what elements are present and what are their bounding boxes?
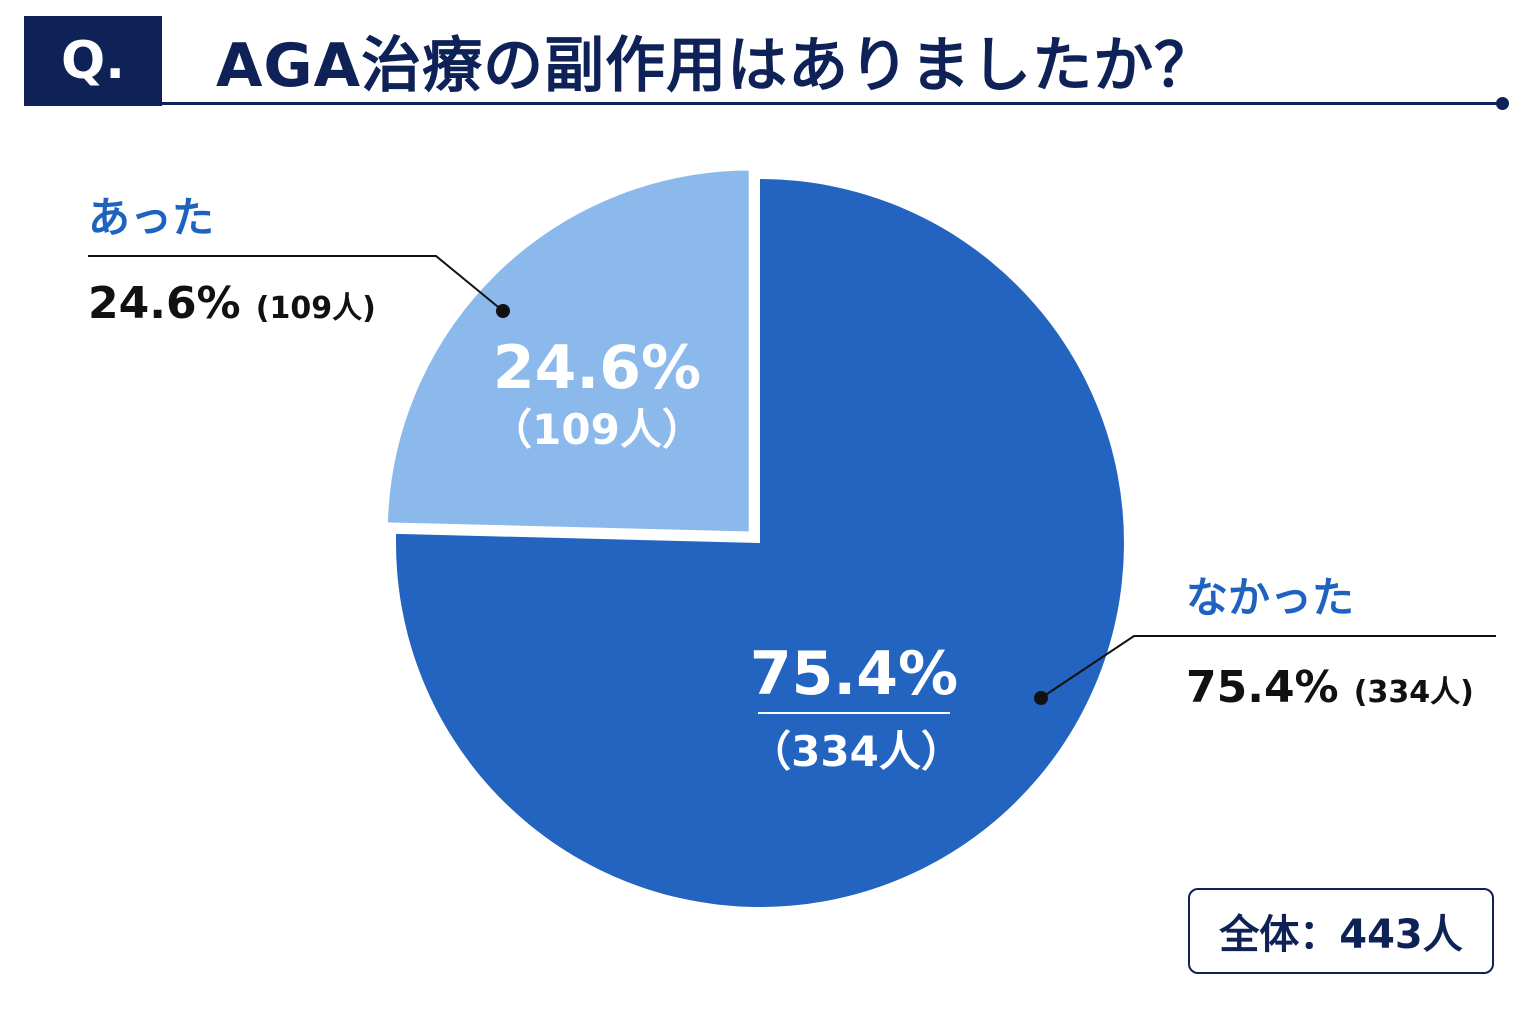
- callout-value-nakatta: 75.4% (334人): [1186, 662, 1474, 713]
- callout-value-atta: 24.6% (109人): [88, 278, 376, 329]
- callout-leader-atta: [88, 255, 504, 312]
- inner-value-label-atta: 24.6%: [493, 333, 701, 403]
- callout-leader-nakatta: [1040, 635, 1496, 699]
- page-title: AGA治療の副作用はありましたか？: [216, 30, 1216, 101]
- callout-dot-nakatta: [1034, 691, 1048, 705]
- callout-category-atta: あった: [88, 193, 214, 242]
- pie-slice-atta: [384, 167, 752, 535]
- pie-slice-nakatta: [396, 179, 1124, 907]
- inner-count-label-nakatta: （334人）: [749, 727, 963, 776]
- question-badge: Q.: [24, 16, 162, 106]
- callout-category-nakatta: なかった: [1186, 573, 1354, 622]
- inner-count-label-atta: （109人）: [490, 405, 704, 454]
- pie-slices: [384, 167, 1124, 907]
- total-respondents-box: 全体：443人: [1188, 888, 1494, 974]
- callout-dot-atta: [496, 304, 510, 318]
- title-underline-end-dot: [1496, 97, 1509, 110]
- title-underline: [162, 102, 1502, 105]
- inner-value-label-nakatta: 75.4%: [750, 639, 958, 709]
